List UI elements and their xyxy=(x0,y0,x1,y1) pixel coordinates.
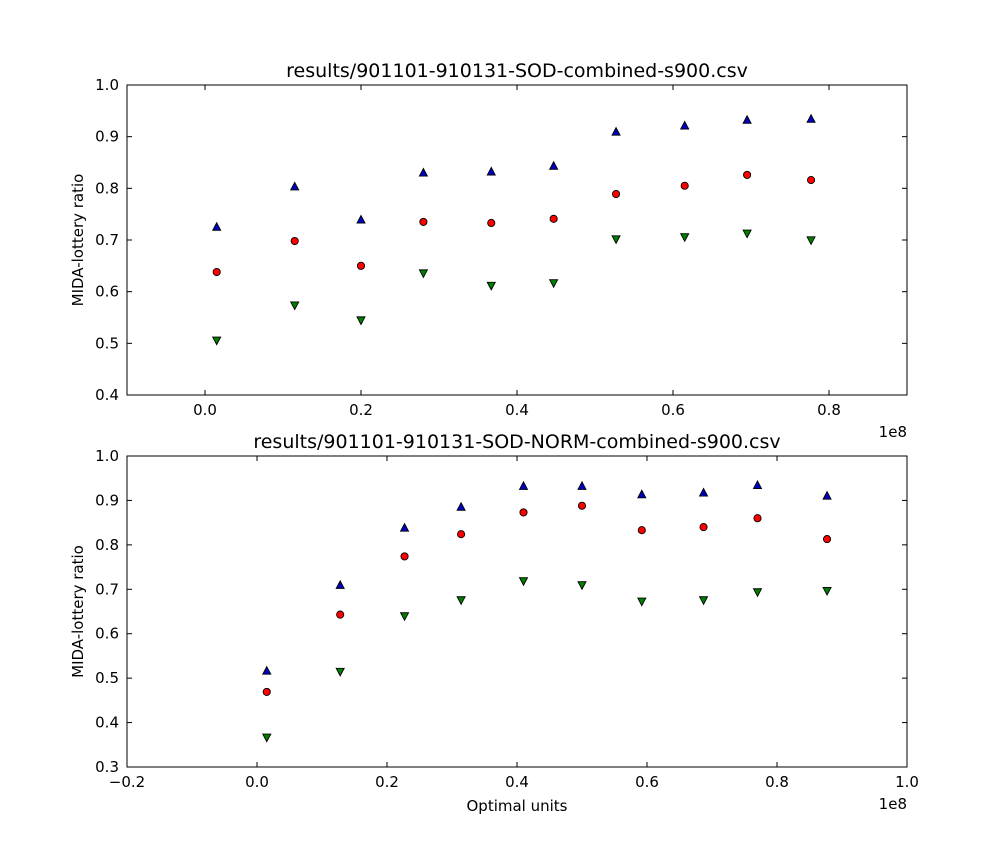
y-tick-label: 0.4 xyxy=(95,714,119,732)
chart-title: results/901101-910131-SOD-combined-s900.… xyxy=(286,60,748,82)
upper-marker xyxy=(518,480,529,490)
upper-marker xyxy=(752,479,763,489)
y-tick-label: 0.7 xyxy=(95,231,119,249)
upper-marker xyxy=(611,126,621,136)
lower-marker xyxy=(418,269,429,279)
upper-marker xyxy=(679,120,690,130)
upper-marker xyxy=(637,489,647,499)
y-axis-label: MIDA-lottery ratio xyxy=(69,174,87,307)
upper-marker xyxy=(399,522,410,532)
lower-marker xyxy=(548,279,559,289)
upper-marker xyxy=(577,480,587,490)
mid-marker xyxy=(807,176,816,185)
upper-marker xyxy=(548,160,559,170)
y-tick-label: 0.5 xyxy=(95,334,119,352)
mid-marker xyxy=(290,236,299,246)
upper-marker xyxy=(822,490,832,500)
y-axis-label: MIDA-lottery ratio xyxy=(69,545,87,678)
y-tick-label: 0.6 xyxy=(95,283,119,301)
lower-marker xyxy=(486,281,497,291)
x-tick-label: 0.2 xyxy=(349,401,373,419)
lower-marker xyxy=(262,733,272,743)
x-offset-label: 1e8 xyxy=(879,795,907,813)
mid-marker xyxy=(753,514,762,523)
y-tick-label: 0.8 xyxy=(95,179,119,197)
lower-marker xyxy=(356,316,366,326)
upper-marker xyxy=(211,221,222,231)
x-tick-label: 1.0 xyxy=(895,773,919,791)
upper-marker xyxy=(742,114,752,124)
lower-marker xyxy=(806,236,816,246)
mid-marker xyxy=(487,218,496,227)
x-tick-label: 0.2 xyxy=(375,773,399,791)
y-tick-label: 0.5 xyxy=(95,669,119,687)
x-tick-label: 0.0 xyxy=(193,401,217,419)
y-tick-label: 0.9 xyxy=(95,128,119,146)
upper-marker xyxy=(262,665,272,675)
upper-marker xyxy=(698,487,709,497)
y-tick-label: 0.7 xyxy=(95,580,119,598)
bottom-scatter-panel: results/901101-910131-SOD-NORM-combined-… xyxy=(69,431,919,815)
lower-marker xyxy=(752,588,763,598)
mid-marker xyxy=(612,189,621,199)
upper-marker xyxy=(486,166,497,176)
mid-marker xyxy=(457,530,466,539)
mid-marker xyxy=(549,214,558,223)
x-axis-label: Optimal units xyxy=(467,797,568,815)
y-tick-label: 0.6 xyxy=(95,625,119,643)
mid-marker xyxy=(356,261,366,270)
y-tick-label: 1.0 xyxy=(95,447,119,465)
mid-marker xyxy=(577,501,587,510)
upper-marker xyxy=(356,214,366,224)
lower-marker xyxy=(611,235,621,245)
lower-marker xyxy=(289,301,300,311)
upper-marker xyxy=(806,113,816,123)
lower-marker xyxy=(742,229,752,239)
x-tick-label: 0.8 xyxy=(765,773,789,791)
lower-marker xyxy=(456,596,466,606)
y-tick-label: 1.0 xyxy=(95,76,119,94)
mid-marker xyxy=(519,508,528,517)
upper-marker xyxy=(289,181,300,191)
mid-marker xyxy=(262,687,271,696)
lower-marker xyxy=(637,597,647,607)
mid-marker xyxy=(212,267,221,277)
mid-marker xyxy=(823,535,832,544)
lower-marker xyxy=(399,612,410,622)
x-tick-label: 0.8 xyxy=(817,401,841,419)
y-tick-label: 0.9 xyxy=(95,491,119,509)
upper-marker xyxy=(456,501,466,511)
x-tick-label: 0.6 xyxy=(661,401,685,419)
lower-marker xyxy=(335,667,345,677)
lower-marker xyxy=(679,233,690,243)
x-tick-label: 0.4 xyxy=(505,401,529,419)
lower-marker xyxy=(577,581,587,591)
mid-marker xyxy=(419,217,428,226)
upper-marker xyxy=(335,579,345,589)
mid-marker xyxy=(743,170,752,179)
y-tick-label: 0.4 xyxy=(95,386,119,404)
lower-marker xyxy=(698,596,709,606)
chart-title: results/901101-910131-SOD-NORM-combined-… xyxy=(253,431,780,453)
mid-marker xyxy=(336,610,345,619)
lower-marker xyxy=(211,336,222,346)
upper-marker xyxy=(418,167,429,177)
y-tick-label: 0.8 xyxy=(95,536,119,554)
top-scatter-panel: results/901101-910131-SOD-combined-s900.… xyxy=(69,60,908,441)
x-tick-label: 0.4 xyxy=(505,773,529,791)
mid-marker xyxy=(637,526,646,535)
mid-marker xyxy=(699,523,708,532)
x-tick-label: −0.2 xyxy=(109,773,145,791)
x-offset-label: 1e8 xyxy=(879,423,907,441)
lower-marker xyxy=(518,577,529,587)
x-tick-label: 0.0 xyxy=(245,773,269,791)
x-tick-label: 0.6 xyxy=(635,773,659,791)
lower-marker xyxy=(822,586,832,596)
y-tick-label: 0.3 xyxy=(95,758,119,776)
mid-marker xyxy=(400,552,409,561)
mid-marker xyxy=(680,181,689,190)
